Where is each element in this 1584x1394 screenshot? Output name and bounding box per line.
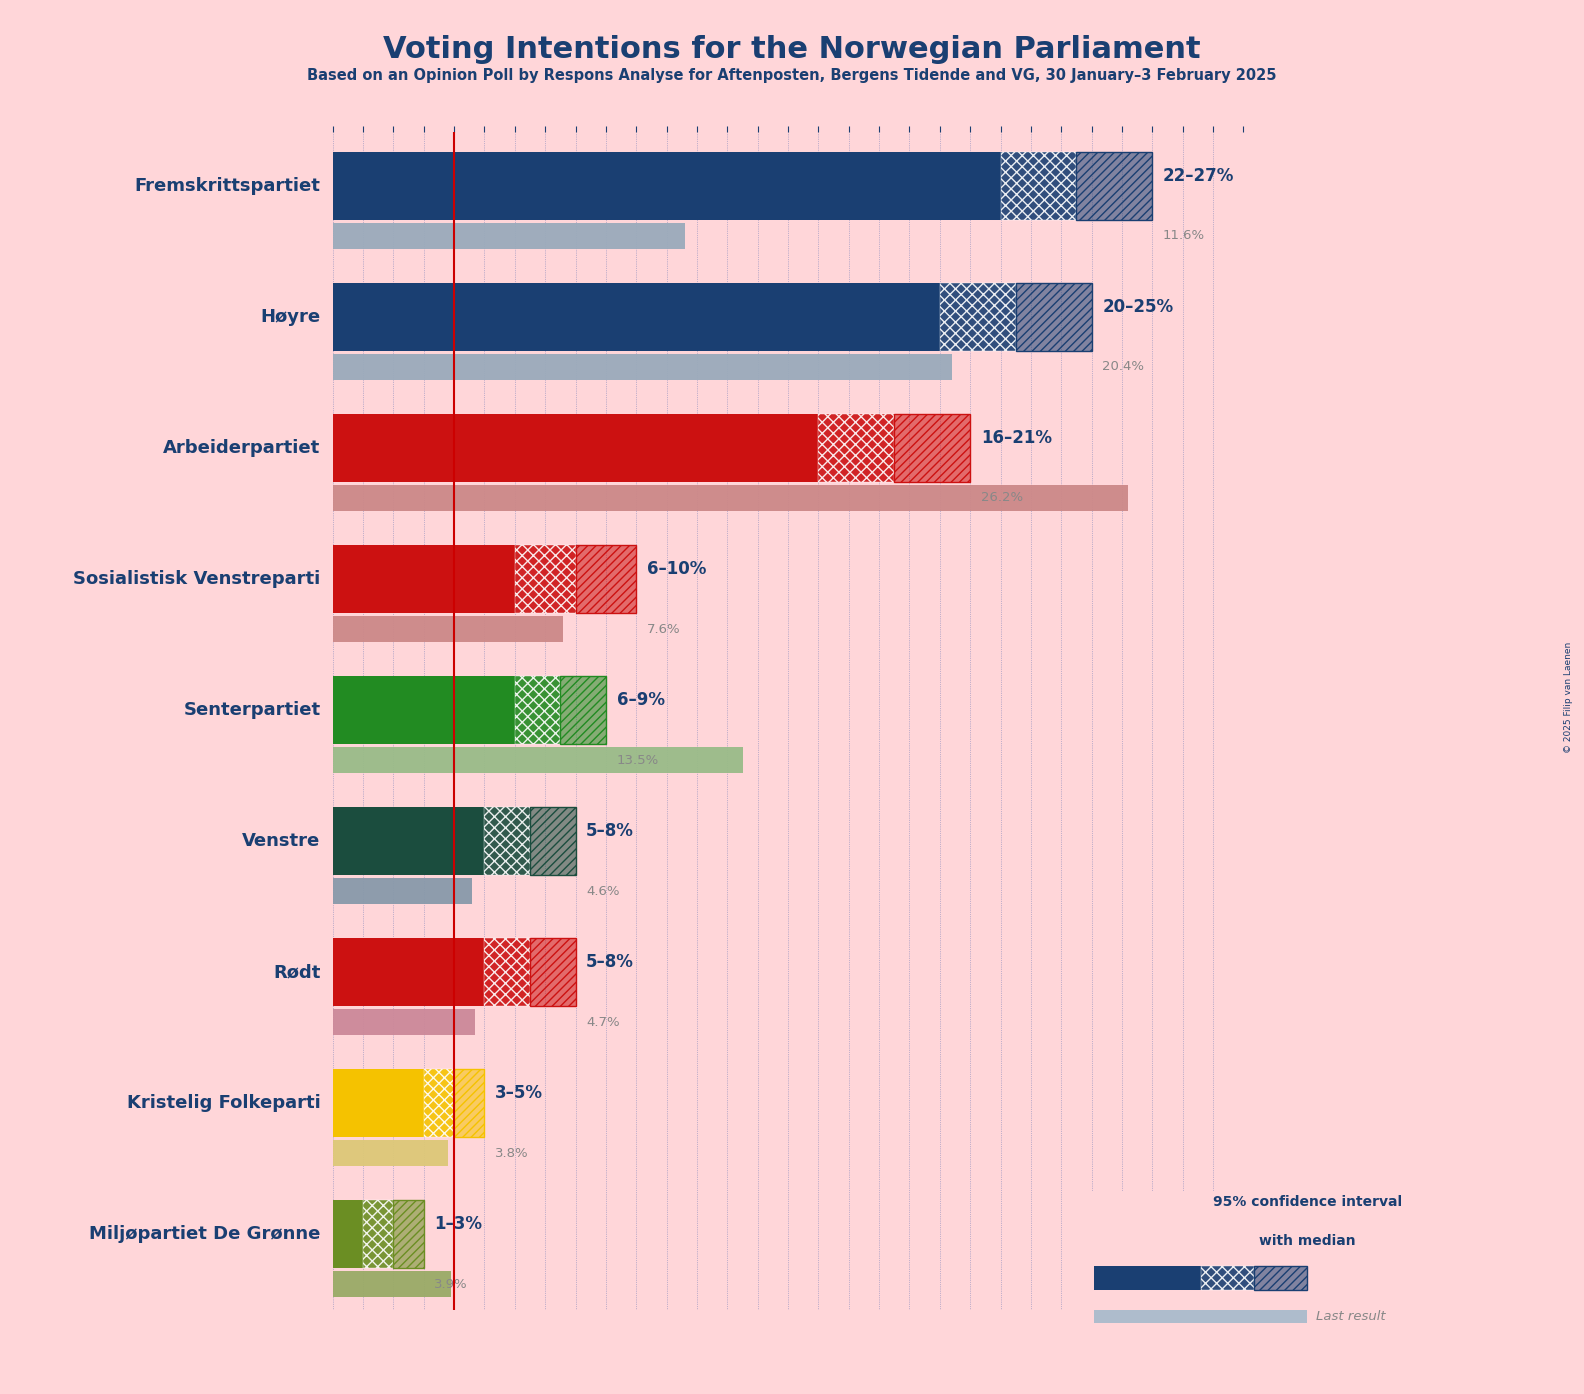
Bar xyxy=(333,223,684,250)
Bar xyxy=(1077,152,1153,220)
Bar xyxy=(455,1069,485,1138)
Bar xyxy=(515,545,575,613)
Bar xyxy=(333,747,743,774)
Text: 5–8%: 5–8% xyxy=(586,822,634,839)
Text: 16–21%: 16–21% xyxy=(980,429,1052,446)
Text: Arbeiderpartiet: Arbeiderpartiet xyxy=(163,439,320,457)
Bar xyxy=(333,485,1128,512)
Bar xyxy=(1001,152,1077,220)
Text: Based on an Opinion Poll by Respons Analyse for Aftenposten, Bergens Tidende and: Based on an Opinion Poll by Respons Anal… xyxy=(307,68,1277,84)
Text: 11.6%: 11.6% xyxy=(1163,230,1205,243)
Bar xyxy=(1015,283,1091,351)
Text: © 2025 Filip van Laenen: © 2025 Filip van Laenen xyxy=(1563,641,1573,753)
Bar xyxy=(333,807,485,875)
Text: 3.8%: 3.8% xyxy=(496,1147,529,1160)
Bar xyxy=(333,283,939,351)
Bar xyxy=(333,414,819,482)
Bar xyxy=(333,354,952,381)
Bar xyxy=(333,1009,475,1036)
Text: 20–25%: 20–25% xyxy=(1102,298,1174,315)
Bar xyxy=(333,1069,425,1138)
Bar xyxy=(1093,1266,1201,1291)
Text: 3–5%: 3–5% xyxy=(496,1085,543,1101)
Text: 5–8%: 5–8% xyxy=(586,953,634,970)
Bar xyxy=(485,807,531,875)
Bar xyxy=(363,1200,393,1269)
Text: 20.4%: 20.4% xyxy=(1102,361,1144,374)
Bar xyxy=(1093,1310,1307,1323)
Bar xyxy=(1255,1266,1307,1291)
Text: Fremskrittspartiet: Fremskrittspartiet xyxy=(135,177,320,195)
Bar xyxy=(575,545,637,613)
Bar xyxy=(895,414,969,482)
Bar xyxy=(515,676,561,744)
Text: 6–10%: 6–10% xyxy=(646,560,706,577)
Bar xyxy=(333,878,472,905)
Text: 26.2%: 26.2% xyxy=(980,492,1023,505)
Text: Kristelig Folkeparti: Kristelig Folkeparti xyxy=(127,1094,320,1112)
Bar xyxy=(531,807,575,875)
Text: Høyre: Høyre xyxy=(260,308,320,326)
Bar xyxy=(1015,283,1091,351)
Bar xyxy=(531,938,575,1006)
Bar xyxy=(561,676,605,744)
Bar xyxy=(333,938,485,1006)
Text: Miljøpartiet De Grønne: Miljøpartiet De Grønne xyxy=(89,1225,320,1243)
Bar xyxy=(333,676,515,744)
Text: 1–3%: 1–3% xyxy=(434,1216,483,1232)
Text: 22–27%: 22–27% xyxy=(1163,167,1234,184)
Bar xyxy=(485,938,531,1006)
Bar xyxy=(333,1200,363,1269)
Text: 95% confidence interval: 95% confidence interval xyxy=(1213,1195,1402,1209)
Text: Voting Intentions for the Norwegian Parliament: Voting Intentions for the Norwegian Parl… xyxy=(383,35,1201,64)
Text: Senterpartiet: Senterpartiet xyxy=(184,701,320,719)
Text: 4.6%: 4.6% xyxy=(586,885,619,898)
Bar xyxy=(575,545,637,613)
Text: 4.7%: 4.7% xyxy=(586,1016,619,1029)
Bar xyxy=(455,1069,485,1138)
Text: Sosialistisk Venstreparti: Sosialistisk Venstreparti xyxy=(73,570,320,588)
Bar xyxy=(1255,1266,1307,1291)
Bar xyxy=(819,414,895,482)
Bar xyxy=(939,283,1015,351)
Bar xyxy=(1201,1266,1255,1291)
Bar xyxy=(393,1200,425,1269)
Bar xyxy=(531,938,575,1006)
Text: 3.9%: 3.9% xyxy=(434,1278,467,1291)
Bar xyxy=(333,545,515,613)
Bar xyxy=(393,1200,425,1269)
Bar xyxy=(333,1271,451,1298)
Bar xyxy=(895,414,969,482)
Bar xyxy=(425,1069,455,1138)
Bar xyxy=(333,152,1001,220)
Bar xyxy=(1077,152,1153,220)
Bar xyxy=(333,616,564,643)
Text: with median: with median xyxy=(1259,1234,1356,1248)
Text: 13.5%: 13.5% xyxy=(616,754,659,767)
Text: Last result: Last result xyxy=(1316,1310,1386,1323)
Bar xyxy=(531,807,575,875)
Bar xyxy=(333,1140,448,1167)
Text: 7.6%: 7.6% xyxy=(646,623,681,636)
Bar xyxy=(561,676,605,744)
Text: 6–9%: 6–9% xyxy=(616,691,665,708)
Text: Venstre: Venstre xyxy=(242,832,320,850)
Text: Rødt: Rødt xyxy=(272,963,320,981)
